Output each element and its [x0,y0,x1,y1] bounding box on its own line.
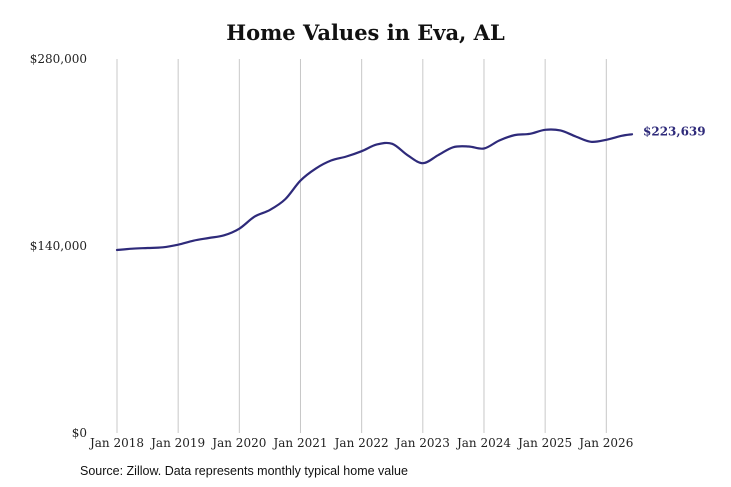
y-tick-label-1: $140,000 [30,239,87,253]
y-tick-label-2: $280,000 [30,52,87,66]
x-tick-label-4: Jan 2022 [333,436,389,450]
x-tick-label-1: Jan 2019 [149,436,205,450]
y-tick-label-0: $0 [72,426,87,440]
x-tick-label-7: Jan 2025 [516,436,572,450]
end-value-label: $223,639 [643,124,706,138]
x-tick-label-3: Jan 2021 [271,436,327,450]
x-tick-label-5: Jan 2023 [394,436,450,450]
chart-title: Home Values in Eva, AL [226,20,505,45]
series-line [115,128,634,252]
x-tick-label-6: Jan 2024 [455,436,511,450]
x-tick-label-2: Jan 2020 [210,436,266,450]
x-tick-label-8: Jan 2026 [577,436,633,450]
source-note: Source: Zillow. Data represents monthly … [80,464,408,478]
x-tick-label-0: Jan 2018 [88,436,144,450]
